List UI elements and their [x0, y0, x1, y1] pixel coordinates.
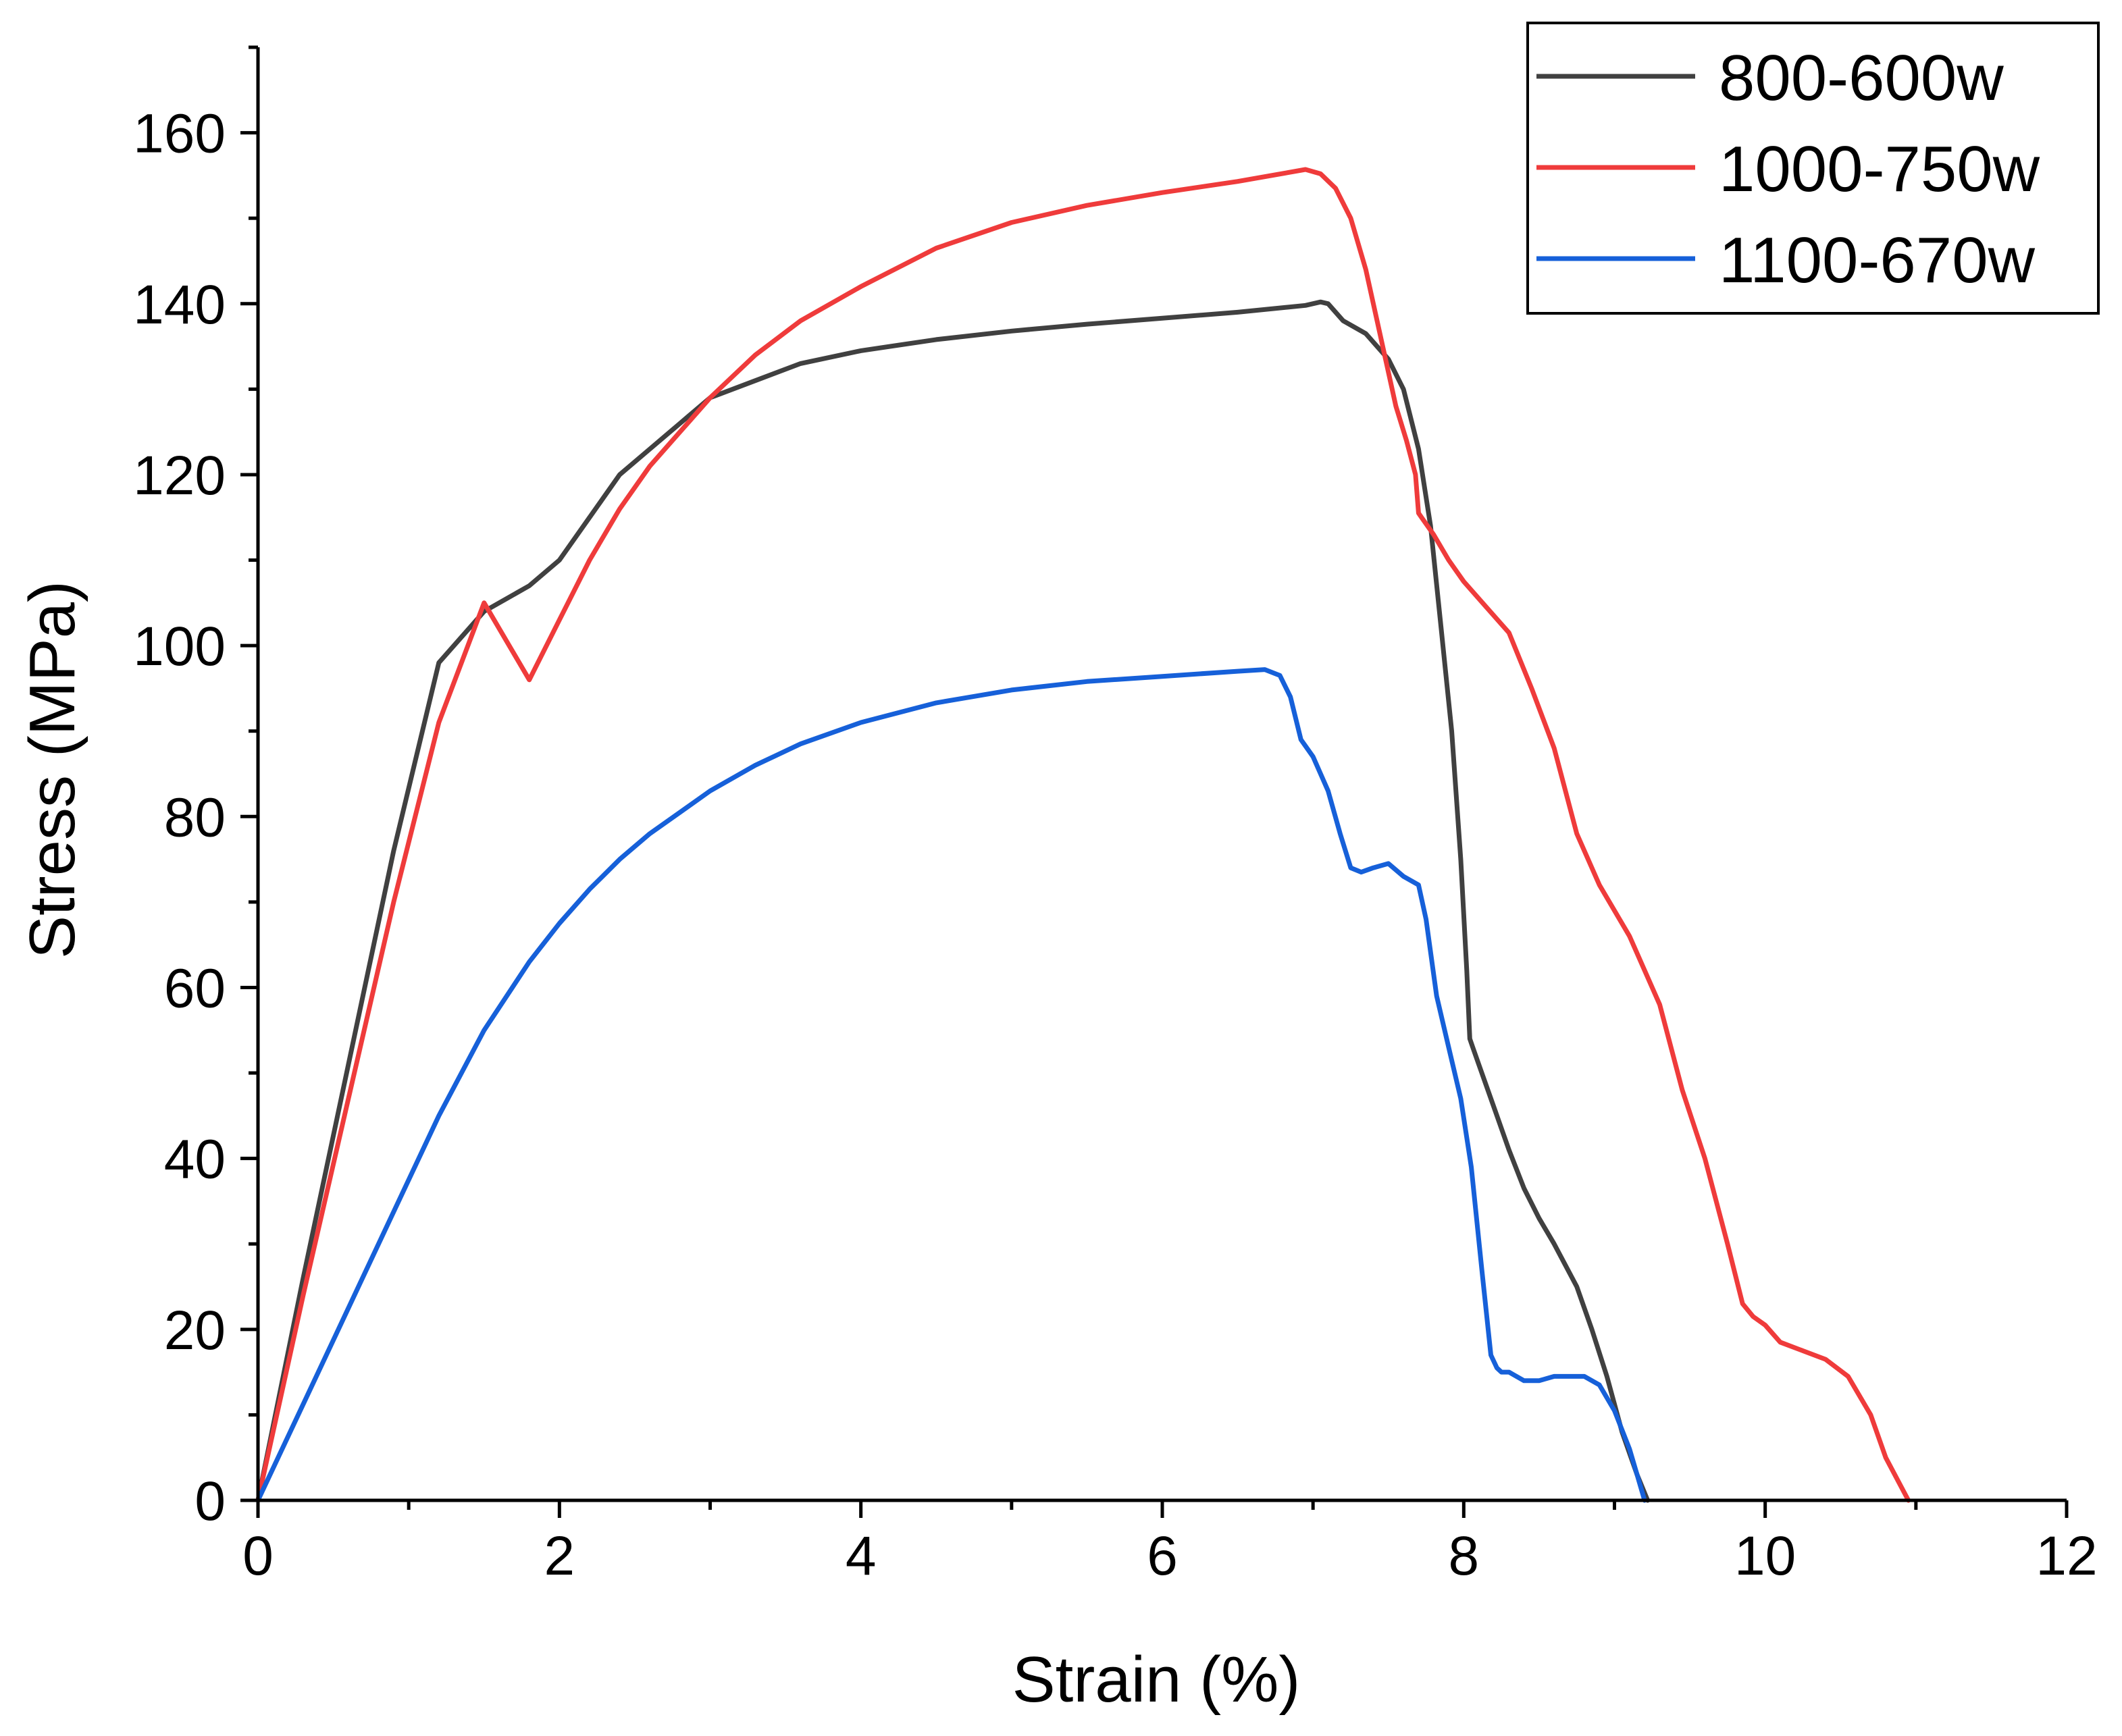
y-axis-title: Stress (MPa): [16, 581, 88, 959]
y-tick-label: 160: [133, 103, 226, 165]
plot-lines: [255, 167, 1911, 1503]
legend: 800-600w 1000-750w 1100-670w: [1526, 22, 2100, 315]
y-tick-label: 140: [133, 274, 226, 336]
axes: [240, 45, 2069, 1518]
x-tick-label: 12: [2036, 1525, 2097, 1587]
series-line-800-600w: [255, 299, 1651, 1503]
series-line-1100-670w: [255, 667, 1647, 1503]
legend-label-1100-670w: 1100-670w: [1719, 224, 2036, 296]
x-tick-label: 0: [242, 1525, 274, 1587]
y-tick-label: 20: [164, 1300, 226, 1361]
y-tick-label: 0: [195, 1471, 226, 1532]
legend-label-1000-750w: 1000-750w: [1719, 133, 2040, 205]
x-tick-label: 4: [846, 1525, 877, 1587]
y-tick-label: 100: [133, 616, 226, 677]
y-tick-label: 60: [164, 957, 226, 1019]
series-line-1000-750w: [255, 167, 1911, 1503]
y-tick-label: 120: [133, 445, 226, 506]
x-tick-label: 2: [544, 1525, 575, 1587]
y-tick-label: 40: [164, 1129, 226, 1190]
x-tick-label: 8: [1449, 1525, 1480, 1587]
x-tick-label: 6: [1147, 1525, 1178, 1587]
legend-label-800-600w: 800-600w: [1719, 42, 2004, 114]
x-tick-label: 10: [1734, 1525, 1796, 1587]
x-axis-title: Strain (%): [1012, 1643, 1301, 1716]
y-tick-label: 80: [164, 787, 226, 848]
